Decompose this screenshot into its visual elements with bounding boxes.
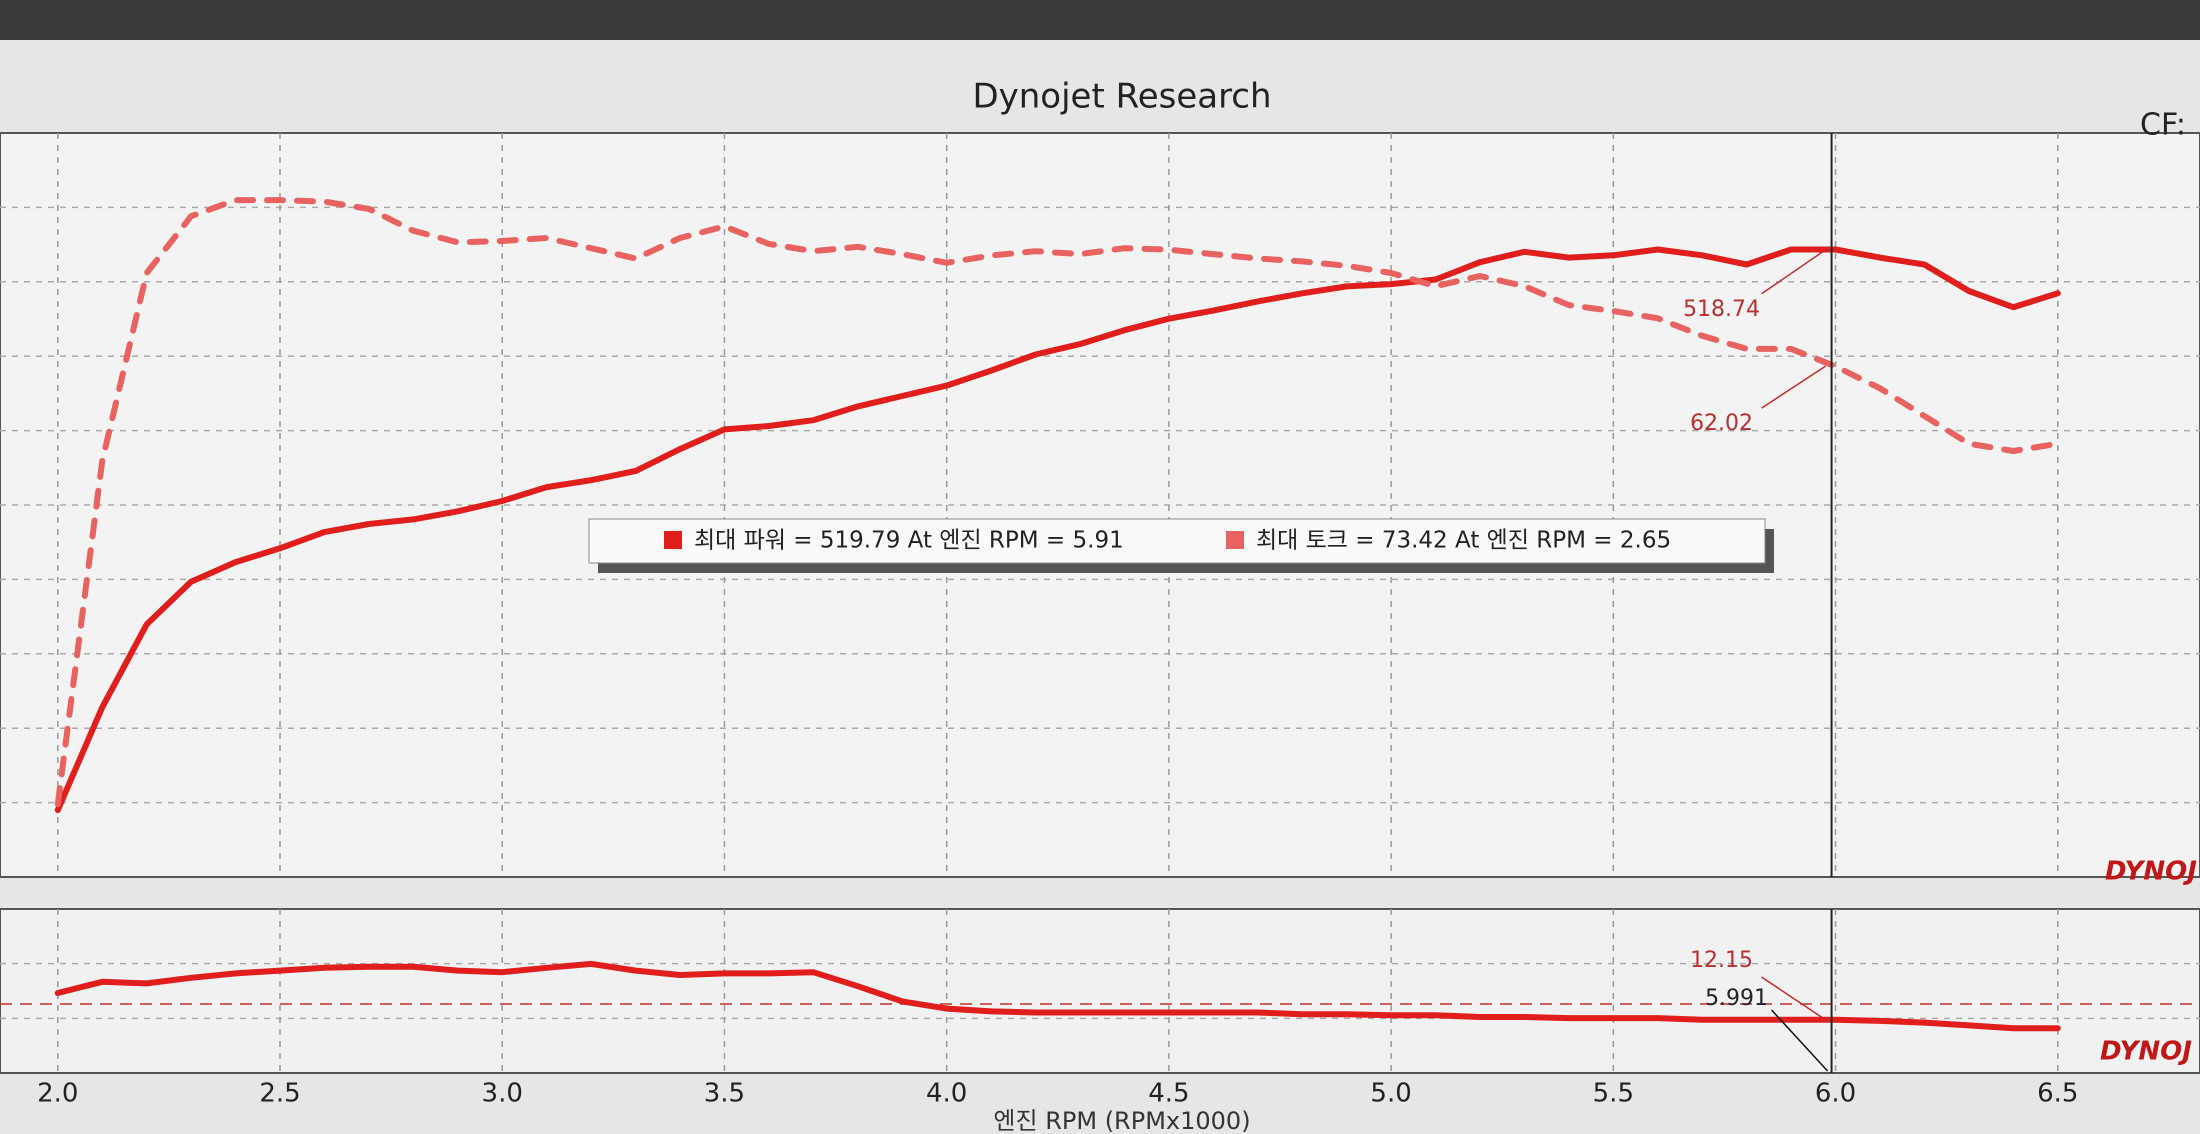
x-tick-label: 4.5 bbox=[1148, 1079, 1189, 1109]
legend-marker bbox=[1226, 531, 1244, 549]
plots: 518.74 62.02 2.0 2.5 3.0 3.5 4.0 4.5 5.0 5.5 6.0 6.… bbox=[0, 133, 2200, 1134]
cursor-pointer bbox=[1761, 249, 1826, 295]
cursor-value: 62.02 bbox=[1690, 411, 1753, 436]
legend-entry: 최대 토크 = 73.42 At 엔진 RPM = 2.65 bbox=[1256, 528, 1671, 554]
x-tick-label: 2.5 bbox=[259, 1079, 300, 1109]
watermark: DYNOJ bbox=[2105, 857, 2197, 887]
cursor-x-value: 5.991 bbox=[1705, 986, 1768, 1011]
legend-box bbox=[588, 518, 1766, 564]
x-tick-label: 4.0 bbox=[926, 1079, 967, 1109]
x-tick-label: 2.0 bbox=[37, 1079, 78, 1109]
legend-marker bbox=[664, 531, 682, 549]
line bbox=[54, 960, 2061, 1032]
x-tick-label: 3.0 bbox=[482, 1079, 523, 1109]
cursor-pointer bbox=[1761, 365, 1826, 409]
torque-line bbox=[54, 197, 2061, 808]
x-tick-label: 6.0 bbox=[1815, 1079, 1856, 1109]
cursor-pointer bbox=[1771, 1009, 1829, 1072]
cf-label: CF: bbox=[2140, 108, 2186, 143]
line bbox=[54, 246, 2061, 814]
x-axis-title: 엔진 RPM (RPMx1000) bbox=[993, 1107, 1250, 1134]
cursor-pointer bbox=[1761, 976, 1826, 1021]
watermark: DYNOJ bbox=[2100, 1037, 2192, 1067]
cursor-value: 12.15 bbox=[1690, 948, 1753, 973]
x-tick-label: 5.0 bbox=[1370, 1079, 1411, 1109]
title: Dynojet Research bbox=[972, 77, 1271, 117]
lower-plot-area bbox=[0, 908, 2200, 1074]
x-tick-label: 3.5 bbox=[704, 1079, 745, 1109]
main-plot-area bbox=[0, 132, 2200, 878]
top-bar bbox=[0, 0, 2200, 40]
legend-entry: 최대 파워 = 519.79 At 엔진 RPM = 5.91 bbox=[694, 528, 1124, 554]
x-tick-label: 5.5 bbox=[1593, 1079, 1634, 1109]
x-tick-label: 6.5 bbox=[2037, 1079, 2078, 1109]
cursor-value: 518.74 bbox=[1683, 297, 1760, 322]
